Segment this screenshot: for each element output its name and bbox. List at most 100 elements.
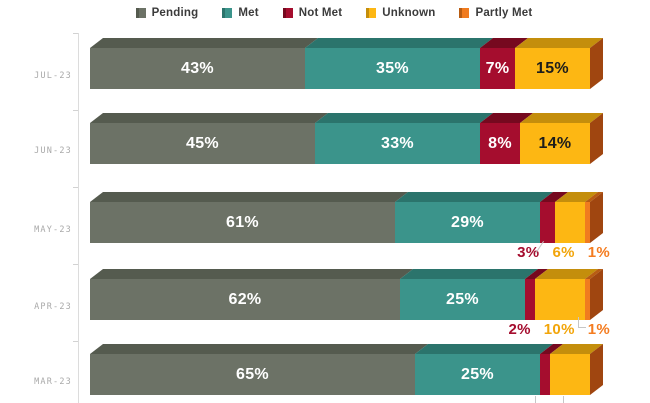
bar-side-face xyxy=(590,37,603,89)
chart-legend: Pending Met Not Met Unknown Partly Met xyxy=(0,4,650,22)
bar-segment-not-met xyxy=(540,202,555,243)
below-value-label-not-met: 2% xyxy=(508,321,531,338)
category-label: JUL-23 xyxy=(34,71,72,81)
segment-value-label: 15% xyxy=(536,59,569,77)
bar-row-apr-23: APR-23 62% 25% 2% 10% 1% xyxy=(0,268,650,347)
axis-tick xyxy=(73,187,78,188)
category-label: JUN-23 xyxy=(34,146,72,156)
legend-swatch-icon xyxy=(222,8,233,18)
legend-item-partly-met: Partly Met xyxy=(459,7,532,19)
bar-segment-partly-met xyxy=(585,202,590,243)
segment-value-label: 29% xyxy=(451,213,484,231)
bar-segment-met: 25% xyxy=(415,354,540,395)
segment-value-label: 62% xyxy=(228,290,262,308)
bar-segment-pending: 43% xyxy=(90,48,305,89)
below-bar-labels: 3% 6% 1% xyxy=(517,244,610,261)
bar-top-bevel xyxy=(90,344,603,354)
bar-segment-met: 29% xyxy=(395,202,540,243)
bar-segment-not-met: 8% xyxy=(480,123,520,164)
bar-segment-unknown xyxy=(555,202,585,243)
leader-line xyxy=(535,396,536,403)
below-bar-labels: 2% 10% 1% xyxy=(509,321,611,338)
bevel-segment-met xyxy=(415,344,553,354)
bar-segment-met: 33% xyxy=(315,123,480,164)
legend-swatch-icon xyxy=(459,8,470,18)
axis-tick xyxy=(73,341,78,342)
segment-value-label: 33% xyxy=(381,134,414,152)
bevel-segment-pending xyxy=(90,192,408,202)
segment-value-label: 61% xyxy=(226,213,259,231)
legend-label: Pending xyxy=(151,7,199,19)
legend-item-pending: Pending xyxy=(135,7,199,19)
bar-row-jun-23: JUN-23 45% 33% 8% 14% xyxy=(0,112,650,191)
bar-segment-not-met: 7% xyxy=(480,48,515,89)
bar-face: 45% 33% 8% 14% xyxy=(90,123,590,164)
bar-face: 62% 25% xyxy=(90,279,590,320)
below-value-label-partly-met: 1% xyxy=(587,321,610,338)
bar-row-mar-23: MAR-23 65% 25% xyxy=(0,343,650,403)
segment-value-label: 43% xyxy=(181,59,214,77)
category-label: MAR-23 xyxy=(34,377,72,387)
legend-label: Unknown xyxy=(382,7,436,19)
legend-swatch-icon xyxy=(366,8,377,18)
axis-tick xyxy=(73,33,78,34)
segment-value-label: 35% xyxy=(376,59,409,77)
bar-face: 65% 25% xyxy=(90,354,590,395)
bar-side-face xyxy=(590,268,603,320)
segment-value-label: 8% xyxy=(488,134,512,152)
bevel-segment-met xyxy=(315,113,493,123)
bevel-segment-met xyxy=(395,192,553,202)
legend-item-met: Met xyxy=(222,7,259,19)
bar-segment-unknown xyxy=(535,279,585,320)
segment-value-label: 25% xyxy=(461,365,494,383)
bar-segment-not-met xyxy=(525,279,535,320)
segment-value-label: 7% xyxy=(485,59,510,77)
legend-label: Partly Met xyxy=(475,7,533,19)
segment-value-label: 65% xyxy=(236,365,269,383)
bar-segment-unknown: 14% xyxy=(520,123,590,164)
legend-item-unknown: Unknown xyxy=(366,7,435,19)
bar-row-may-23: MAY-23 61% 29% 3% 6% 1% xyxy=(0,191,650,270)
bevel-segment-met xyxy=(400,269,538,279)
leader-line xyxy=(578,327,586,328)
bar-segment-pending: 62% xyxy=(90,279,400,320)
legend-swatch-icon xyxy=(282,8,293,18)
bar-segment-met: 25% xyxy=(400,279,525,320)
bar-segment-pending: 61% xyxy=(90,202,395,243)
category-label: APR-23 xyxy=(34,302,72,312)
legend-item-not-met: Not Met xyxy=(282,7,343,19)
category-label: MAY-23 xyxy=(34,225,72,235)
y-axis-line xyxy=(78,33,79,403)
segment-value-label: 45% xyxy=(186,134,219,152)
bar-segment-unknown xyxy=(550,354,590,395)
axis-tick xyxy=(73,264,78,265)
leader-line xyxy=(563,396,564,403)
segment-value-label: 14% xyxy=(538,134,572,152)
bar-segment-pending: 65% xyxy=(90,354,415,395)
below-value-label-not-met: 3% xyxy=(517,244,540,261)
bevel-segment-met xyxy=(305,38,493,48)
legend-label: Not Met xyxy=(298,7,343,19)
bar-segment-pending: 45% xyxy=(90,123,315,164)
bar-segment-met: 35% xyxy=(305,48,480,89)
bar-top-bevel xyxy=(90,269,603,279)
bar-row-jul-23: JUL-23 43% 35% 7% 15% xyxy=(0,37,650,116)
bar-segment-not-met xyxy=(540,354,550,395)
bar-side-face xyxy=(590,343,603,395)
bar-side-face xyxy=(590,191,603,243)
bar-face: 61% 29% xyxy=(90,202,590,243)
bevel-segment-pending xyxy=(90,344,428,354)
legend-label: Met xyxy=(238,7,259,19)
below-value-label-unknown: 10% xyxy=(543,321,575,338)
bar-top-bevel xyxy=(90,113,603,123)
bar-side-face xyxy=(590,112,603,164)
bevel-segment-pending xyxy=(90,113,328,123)
bar-top-bevel xyxy=(90,38,603,48)
bevel-segment-pending xyxy=(90,269,413,279)
segment-value-label: 25% xyxy=(446,290,479,308)
bar-top-bevel xyxy=(90,192,603,202)
below-value-label-unknown: 6% xyxy=(552,244,575,261)
leader-line xyxy=(578,317,579,328)
bevel-segment-pending xyxy=(90,38,318,48)
